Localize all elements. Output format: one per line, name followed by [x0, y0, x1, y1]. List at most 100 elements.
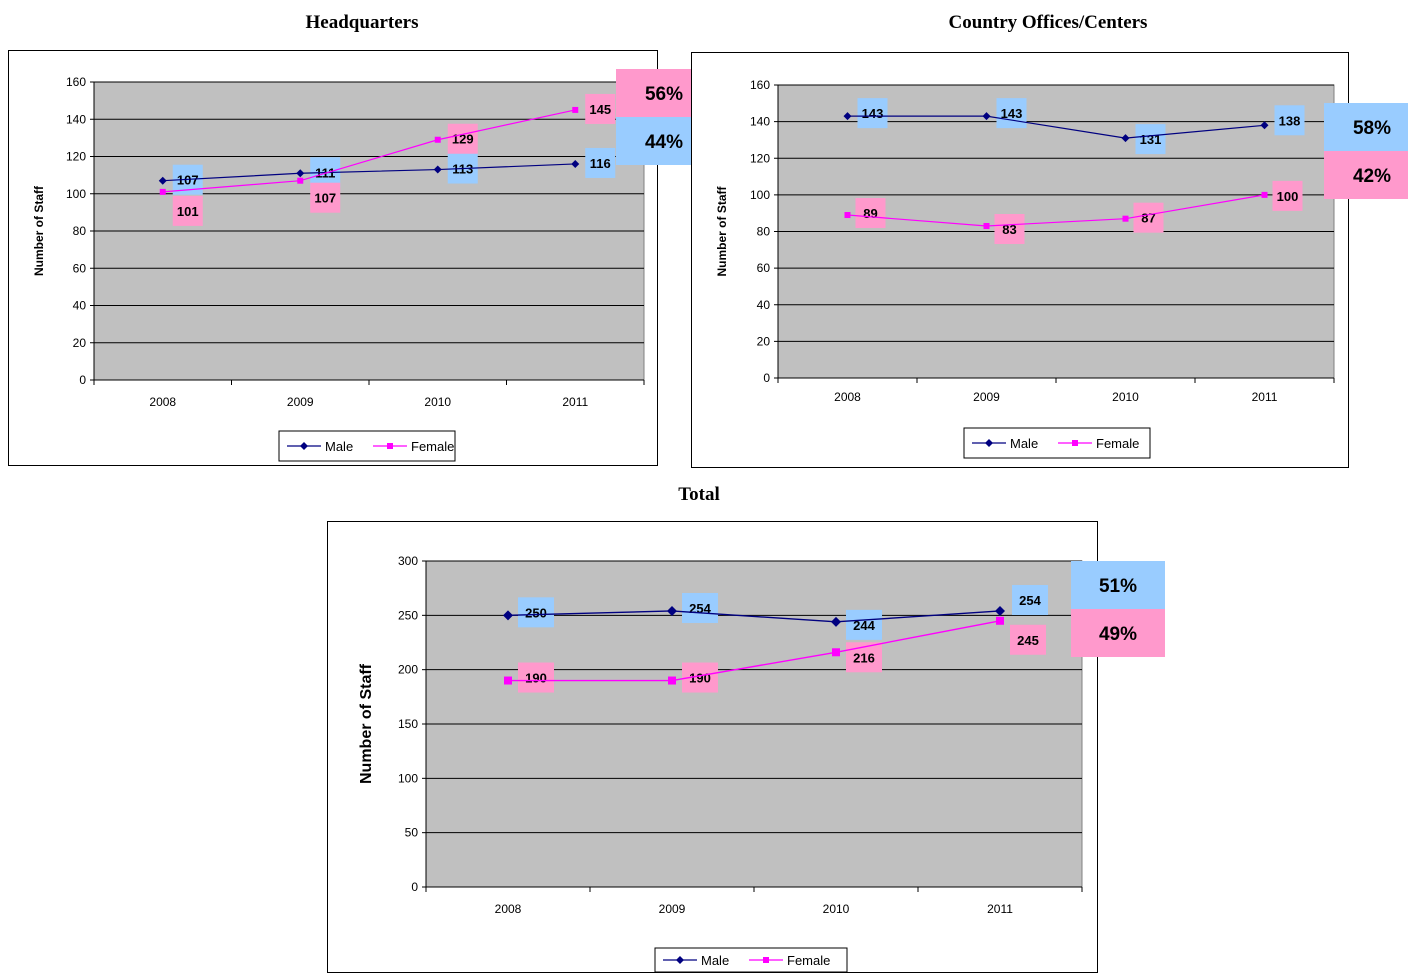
- legend-marker-male: [676, 956, 684, 964]
- y-axis-label: Number of Staff: [358, 663, 375, 784]
- data-label-bg-male: [518, 597, 554, 628]
- series-line-female: [847, 194, 1265, 227]
- share-label-male: 58%: [1353, 118, 1391, 139]
- y-tick-label: 120: [66, 150, 86, 164]
- data-label-male: 116: [590, 156, 611, 171]
- y-tick-label: 100: [750, 188, 770, 202]
- marker-female: [844, 212, 851, 219]
- series-line-male: [847, 115, 1265, 139]
- data-label-female: 87: [1141, 211, 1155, 226]
- marker-male: [831, 616, 841, 627]
- legend-label-female: Female: [1096, 436, 1139, 451]
- chart-title-hq: Headquarters: [305, 12, 419, 33]
- y-tick-label: 0: [411, 880, 418, 894]
- share-box-male: [1324, 103, 1408, 151]
- y-tick-label: 80: [757, 225, 771, 239]
- data-label-female: 245: [1017, 633, 1039, 648]
- marker-female: [297, 177, 304, 184]
- legend-marker-female: [1072, 440, 1078, 446]
- data-label-female: 190: [689, 671, 711, 686]
- data-label-bg-female: [585, 93, 616, 124]
- marker-male: [667, 605, 677, 616]
- marker-male: [982, 112, 991, 121]
- data-label-bg-male: [1012, 584, 1048, 615]
- data-label-bg-female: [172, 195, 203, 226]
- legend-label-female: Female: [787, 953, 830, 968]
- marker-female: [983, 223, 990, 230]
- chart-title-total: Total: [678, 484, 720, 505]
- y-tick-label: 120: [750, 151, 770, 165]
- y-tick-label: 140: [750, 115, 770, 129]
- y-tick-label: 60: [73, 261, 87, 275]
- x-tick-label: 2008: [149, 395, 176, 409]
- marker-male: [296, 169, 305, 178]
- series-line-male: [162, 163, 576, 182]
- chart-frame-hq: 0 20 40 60 80 100 120 140 160 2008 2009 2010 2011 Num…: [8, 50, 712, 466]
- share-label-female: 56%: [645, 84, 683, 105]
- y-tick-label: 160: [750, 78, 770, 92]
- marker-female: [1122, 215, 1129, 222]
- data-label-female: 100: [1277, 189, 1299, 204]
- x-tick-label: 2010: [424, 395, 451, 409]
- legend-label-male: Male: [325, 439, 353, 454]
- legend-marker-male: [985, 439, 993, 447]
- marker-female: [832, 648, 840, 657]
- share-box-male: [1071, 561, 1165, 609]
- y-tick-label: 300: [398, 554, 418, 568]
- marker-male: [1121, 134, 1130, 143]
- x-tick-label: 2010: [823, 902, 850, 916]
- chart-hq: 0 20 40 60 80 100 120 140 160 2008 2009 2010 2011 Num…: [32, 69, 712, 462]
- data-label-bg-male: [682, 592, 718, 623]
- data-label-bg-male: [996, 98, 1027, 129]
- y-axis-label: Number of Staff: [715, 185, 729, 276]
- y-axis-label: Number of Staff: [32, 185, 46, 276]
- data-label-bg-male: [1274, 105, 1305, 136]
- chart-frame-co: 0 20 40 60 80 100 120 140 160 2008 2009 2010 2011 Num…: [691, 52, 1408, 468]
- data-label-male: 254: [1019, 593, 1041, 608]
- data-label-male: 244: [853, 618, 875, 633]
- series-line-female: [162, 109, 576, 193]
- marker-male: [433, 165, 442, 174]
- data-label-male: 138: [1279, 113, 1301, 128]
- legend-label-female: Female: [411, 439, 454, 454]
- chart-frame-total: 0 50 100 150 200 250 300 2008 2009 2010 2011 Number…: [327, 521, 1165, 973]
- data-label-bg-female: [447, 123, 478, 154]
- data-label-female: 145: [589, 102, 611, 117]
- series-line-female: [508, 620, 1001, 682]
- marker-male: [571, 159, 580, 168]
- y-tick-label: 0: [79, 373, 86, 387]
- y-tick-label: 80: [73, 224, 87, 238]
- data-label-male: 107: [177, 173, 199, 188]
- legend-label-male: Male: [1010, 436, 1038, 451]
- chart-title-co: Country Offices/Centers: [948, 12, 1148, 33]
- x-tick-label: 2011: [562, 395, 588, 409]
- data-label-bg-male: [846, 609, 882, 640]
- marker-female: [159, 188, 166, 195]
- data-label-female: 107: [314, 191, 336, 206]
- marker-female: [1261, 191, 1268, 198]
- legend-label-male: Male: [701, 953, 729, 968]
- y-tick-label: 160: [66, 75, 86, 89]
- data-label-bg-female: [310, 182, 341, 213]
- data-label-bg-female: [855, 198, 886, 229]
- marker-female: [504, 676, 512, 685]
- chart-total: 0 50 100 150 200 250 300 2008 2009 2010 2011 Number…: [358, 554, 1165, 973]
- marker-female: [996, 616, 1004, 625]
- y-tick-label: 20: [73, 336, 87, 350]
- marker-female: [434, 136, 441, 143]
- data-label-bg-female: [994, 214, 1025, 245]
- data-label-bg-male: [857, 98, 888, 129]
- marker-female: [572, 106, 579, 113]
- share-label-male: 44%: [645, 132, 683, 153]
- y-tick-label: 40: [757, 298, 771, 312]
- share-label-female: 49%: [1099, 624, 1137, 645]
- x-tick-label: 2009: [659, 902, 686, 916]
- data-label-bg-female: [1133, 202, 1164, 233]
- marker-male: [843, 112, 852, 121]
- x-tick-label: 2010: [1112, 390, 1139, 404]
- data-label-male: 250: [525, 605, 547, 620]
- legend-marker-female: [763, 957, 769, 963]
- legend-marker-female: [387, 443, 393, 449]
- y-tick-label: 200: [398, 663, 418, 677]
- marker-male: [1260, 121, 1269, 130]
